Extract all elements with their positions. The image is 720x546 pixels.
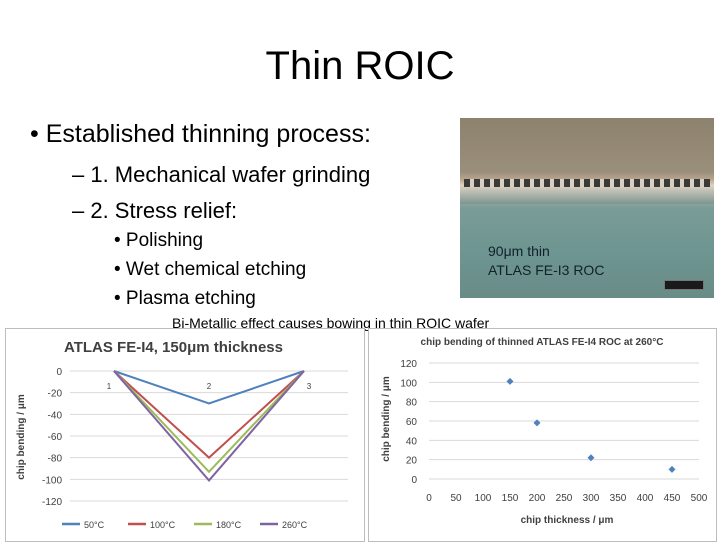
chart1-ytick-label: -100 (42, 475, 62, 486)
chart2-xtick-label: 250 (556, 493, 573, 504)
sub-sub-bullet-wet-etching: • Wet chemical etching (114, 259, 307, 280)
chart1-legend-label: 100°C (150, 520, 176, 530)
chart1-legend-label: 180°C (216, 520, 242, 530)
chart1-title: ATLAS FE-I4, 150μm thickness (64, 339, 283, 356)
chart1-category-label: 3 (307, 382, 312, 391)
chart1-category-label: 1 (107, 382, 112, 391)
charts-caption: Bi-Metallic effect causes bowing in thin… (172, 315, 490, 331)
chart2-xtick-label: 200 (529, 493, 546, 504)
chart2-xlabel: chip thickness / μm (521, 515, 614, 526)
chart-bending-fe-i4-svg: ATLAS FE-I4, 150μm thickness chip bendin… (16, 339, 348, 530)
chart1-legend-label: 50°C (84, 520, 105, 530)
chart1-series-line (113, 370, 305, 482)
sub-sub-bullet-polishing: • Polishing (114, 230, 204, 251)
scale-bar (664, 280, 704, 290)
chart1-series-line (113, 370, 305, 474)
sub-bullet-stress-relief: – 2. Stress relief: (72, 198, 238, 223)
chart2-xtick-label: 150 (502, 493, 519, 504)
chart2-xtick-label: 450 (664, 493, 681, 504)
chart1-ytick-label: -120 (42, 497, 62, 508)
chart2-ylabel: chip bending / μm (381, 376, 392, 462)
chart2-xtick-label: 350 (610, 493, 627, 504)
chart2-ytick-label: 100 (400, 378, 417, 389)
chart2-data-point (587, 454, 595, 462)
chart2-data-point (506, 377, 514, 385)
chart2-data-point (668, 465, 676, 473)
bullet-main: • Established thinning process: (30, 120, 371, 148)
chart1-series-line (113, 370, 305, 460)
chart2-ytick-label: 20 (406, 456, 418, 467)
photo-caption-line1: 90μm thin (488, 243, 550, 259)
chart2-xtick-label: 300 (583, 493, 600, 504)
chart2-data-point (533, 419, 541, 427)
chart1-category-label: 2 (207, 382, 212, 391)
chart2-ytick-label: 0 (411, 475, 417, 486)
chart1-legend-label: 260°C (282, 520, 308, 530)
chart1-ylabel: chip bending / μm (16, 394, 27, 480)
chart1-ytick-label: -40 (48, 410, 63, 421)
chart2-xtick-label: 0 (426, 493, 432, 504)
chart1-ytick-label: -20 (48, 389, 63, 400)
chart2-xtick-label: 50 (450, 493, 462, 504)
chip-edge-band (460, 186, 714, 204)
chart2-xtick-label: 400 (637, 493, 654, 504)
chart2-ytick-label: 120 (400, 359, 417, 370)
chart2-xtick-label: 100 (475, 493, 492, 504)
chart2-title: chip bending of thinned ATLAS FE-I4 ROC … (421, 337, 664, 348)
chart2-ytick-label: 80 (406, 398, 418, 409)
slide-title: Thin ROIC (265, 44, 455, 88)
chart2-ytick-label: 40 (406, 436, 418, 447)
chart1-ytick-label: 0 (56, 367, 62, 378)
sub-sub-bullet-plasma-etching: • Plasma etching (114, 288, 256, 309)
chart-bending-vs-thickness-svg: chip bending of thinned ATLAS FE-I4 ROC … (381, 337, 708, 526)
sub-bullet-grinding: – 1. Mechanical wafer grinding (72, 162, 371, 187)
chart1-series-line (113, 370, 305, 405)
chart1-ytick-label: -80 (48, 454, 63, 465)
chart-bending-fe-i4: ATLAS FE-I4, 150μm thickness chip bendin… (5, 328, 365, 542)
chart2-xtick-label: 500 (691, 493, 708, 504)
chart-bending-vs-thickness: chip bending of thinned ATLAS FE-I4 ROC … (368, 328, 717, 542)
microscope-photo: 90μm thin ATLAS FE-I3 ROC (460, 118, 714, 298)
photo-caption-line2: ATLAS FE-I3 ROC (488, 262, 605, 278)
bump-bond-row (464, 179, 710, 187)
chart2-ytick-label: 60 (406, 417, 418, 428)
chart1-ytick-label: -60 (48, 432, 63, 443)
